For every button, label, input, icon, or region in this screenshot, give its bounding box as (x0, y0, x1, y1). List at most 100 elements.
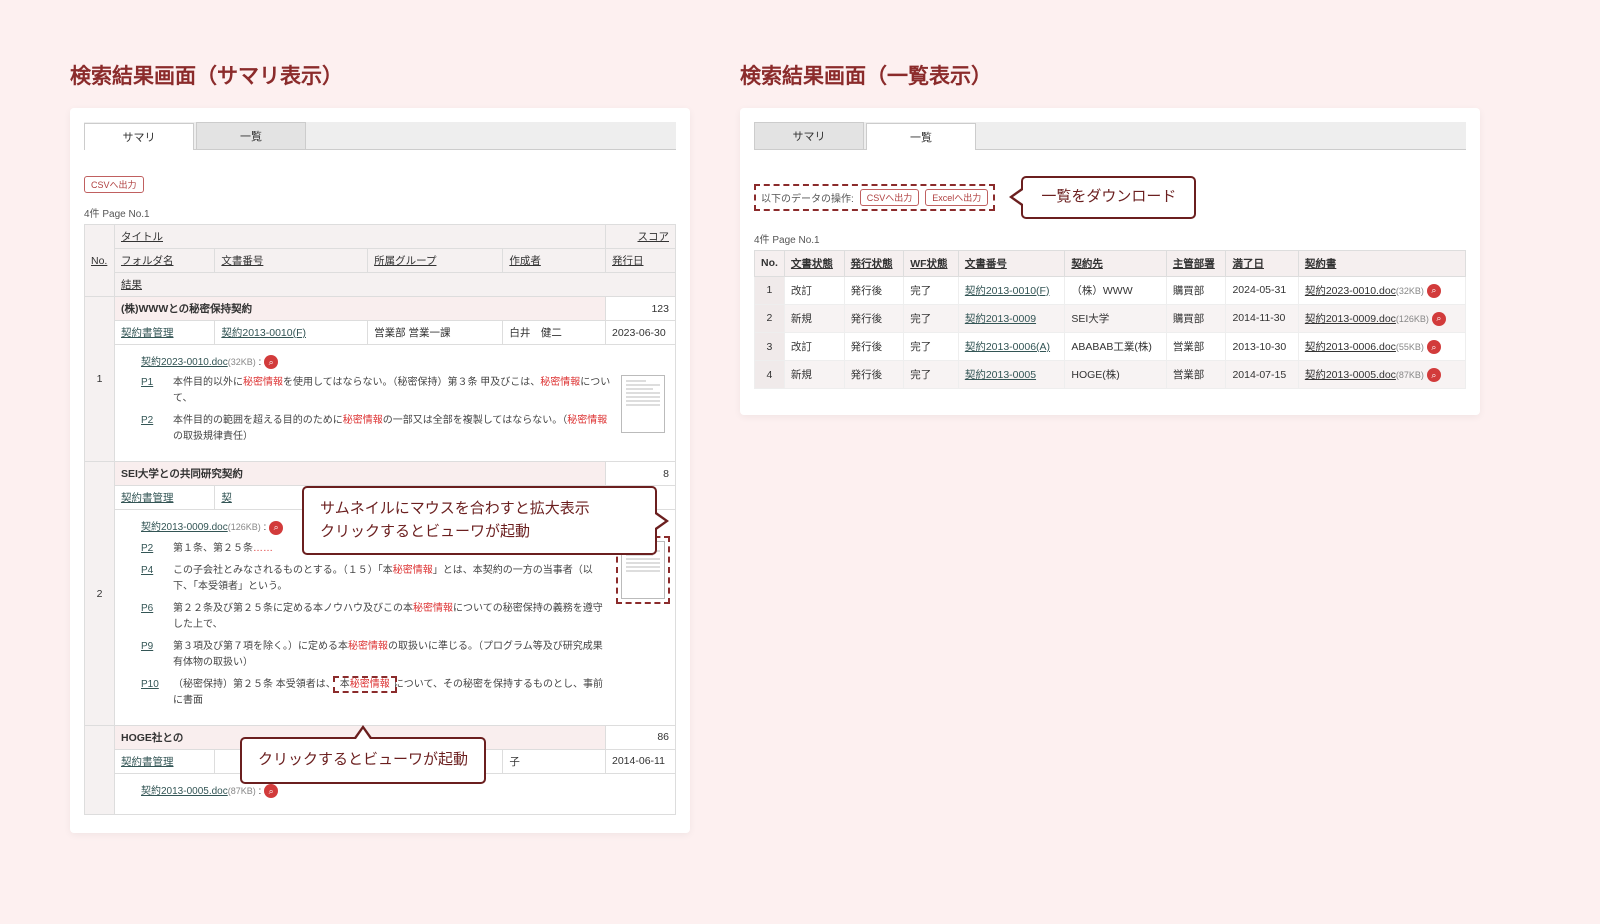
col-issue-status[interactable]: 発行状態 (844, 250, 904, 276)
cell-doc-status: 改訂 (784, 332, 844, 360)
export-toolbar: 以下のデータの操作: CSVへ出力 Excelへ出力 (754, 184, 995, 211)
cell-doc-status: 改訂 (784, 276, 844, 304)
csv-export-button[interactable]: CSVへ出力 (860, 189, 920, 206)
heading-list-view: 検索結果画面（一覧表示） (740, 60, 1480, 90)
snippet-text: 本件目的の範囲を超える目的のために秘密情報の一部又は全部を複製してはならない。（… (173, 413, 611, 445)
tab-summary[interactable]: サマリ (84, 123, 194, 150)
toolbar-prefix: 以下のデータの操作: (761, 190, 854, 205)
file-link[interactable]: 契約2023-0010.doc (141, 357, 228, 368)
cell-docno[interactable]: 契約2013-0010(F) (958, 276, 1065, 304)
col-doc-status[interactable]: 文書状態 (784, 250, 844, 276)
cell-no: 1 (755, 276, 785, 304)
page-link[interactable]: P2 (141, 541, 163, 557)
col-group[interactable]: 所属グループ (368, 249, 503, 273)
col-result: 結果 (115, 273, 676, 297)
cell-wf-status: 完了 (904, 361, 959, 389)
snippet: P1 本件目的以外に秘密情報を使用してはならない。（秘密保持）第３条 甲及びこは、… (141, 375, 611, 407)
col-contract-doc[interactable]: 契約書 (1298, 250, 1465, 276)
magnifier-icon[interactable]: ⌕ (264, 784, 278, 798)
magnifier-icon[interactable]: ⌕ (264, 355, 278, 369)
magnifier-icon[interactable]: ⌕ (1427, 340, 1441, 354)
cell-due: 2014-07-15 (1226, 361, 1298, 389)
col-dept[interactable]: 主管部署 (1166, 250, 1226, 276)
col-creator[interactable]: 作成者 (503, 249, 606, 273)
col-docno[interactable]: 文書番号 (215, 249, 368, 273)
col-partner[interactable]: 契約先 (1065, 250, 1166, 276)
snippet: P2 本件目的の範囲を超える目的のために秘密情報の一部又は全部を複製してはならない… (141, 413, 611, 445)
file-link[interactable]: 契約2013-0005.doc (141, 786, 228, 797)
cell-docno[interactable]: 契約2013-0006(A) (958, 332, 1065, 360)
page-link[interactable]: P2 (141, 413, 163, 445)
table-row: 2新規発行後完了契約2013-0009SEI大学購買部2014-11-30契約2… (755, 304, 1466, 332)
page-link[interactable]: P4 (141, 563, 163, 595)
table-row: 3改訂発行後完了契約2013-0006(A)ABABAB工業(株)営業部2013… (755, 332, 1466, 360)
magnifier-icon[interactable]: ⌕ (1427, 368, 1441, 382)
tab-summary[interactable]: サマリ (754, 122, 864, 149)
list-table: No. 文書状態 発行状態 WF状態 文書番号 契約先 主管部署 満了日 契約書… (754, 250, 1466, 390)
tab-list[interactable]: 一覧 (196, 122, 306, 149)
cell-due: 2024-05-31 (1226, 276, 1298, 304)
snippet-text: 本件目的以外に秘密情報を使用してはならない。（秘密保持）第３条 甲及びこは、秘密… (173, 375, 611, 407)
table-row: 1改訂発行後完了契約2013-0010(F)（株）WWW購買部2024-05-3… (755, 276, 1466, 304)
row-no: 1 (85, 297, 115, 462)
page-link[interactable]: P1 (141, 375, 163, 407)
page-link[interactable]: P10 (141, 677, 163, 709)
col-folder[interactable]: フォルダ名 (115, 249, 215, 273)
row-title: SEI大学との共同研究契約 (115, 462, 606, 486)
snippet-text: この子会社とみなされるものとする。（１５）「本秘密情報」とは、本契約の一方の当事… (173, 563, 611, 595)
snippet: P9第３項及び第７項を除く。）に定める本秘密情報の取扱いに準じる。（プログラム等… (141, 639, 611, 671)
magnifier-icon[interactable]: ⌕ (1427, 284, 1441, 298)
col-docno[interactable]: 文書番号 (958, 250, 1065, 276)
cell-due: 2013-10-30 (1226, 332, 1298, 360)
cell-docno[interactable]: 契約2013-0005 (958, 361, 1065, 389)
cell-doc[interactable]: 契約2013-0009.doc(126KB) ⌕ (1298, 304, 1465, 332)
page-link[interactable]: P9 (141, 639, 163, 671)
page-link[interactable]: P6 (141, 601, 163, 633)
tab-list[interactable]: 一覧 (866, 123, 976, 150)
cell-doc[interactable]: 契約2023-0010.doc(32KB) ⌕ (1298, 276, 1465, 304)
snippet: P4 この子会社とみなされるものとする。（１５）「本秘密情報」とは、本契約の一方の… (141, 563, 611, 595)
snippet-text: 第１条、第２５条…… (173, 541, 273, 557)
cell-wf-status: 完了 (904, 332, 959, 360)
cell-folder[interactable]: 契約書管理 (115, 321, 215, 345)
excel-export-button[interactable]: Excelへ出力 (925, 189, 988, 206)
cell-dept: 購買部 (1166, 276, 1226, 304)
cell-partner: HOGE(株) (1065, 361, 1166, 389)
cell-issue-status: 発行後 (844, 361, 904, 389)
cell-docno[interactable]: 契約2013-0010(F) (215, 321, 368, 345)
cell-folder[interactable]: 契約書管理 (115, 749, 215, 773)
cell-dept: 営業部 (1166, 361, 1226, 389)
snippet: P10（秘密保持）第２５条 本受領者は、本秘密情報について、その秘密を保持するも… (141, 677, 611, 709)
cell-wf-status: 完了 (904, 304, 959, 332)
cell-no: 2 (755, 304, 785, 332)
cell-no: 3 (755, 332, 785, 360)
cell-folder[interactable]: 契約書管理 (115, 486, 215, 510)
cell-issue-status: 発行後 (844, 304, 904, 332)
snippet: P6第２２条及び第２５条に定める本ノウハウ及びこの本秘密情報についての秘密保持の… (141, 601, 611, 633)
col-title[interactable]: タイトル (115, 225, 606, 249)
thumbnail[interactable] (621, 375, 665, 433)
col-due[interactable]: 満了日 (1226, 250, 1298, 276)
callout-thumbnail-hint: サムネイルにマウスを合わすと拡大表示クリックするとビューワが起動 (302, 486, 657, 555)
cell-doc[interactable]: 契約2013-0005.doc(87KB) ⌕ (1298, 361, 1465, 389)
cell-partner: SEI大学 (1065, 304, 1166, 332)
tabs: サマリ 一覧 (84, 122, 676, 150)
cell-doc-status: 新規 (784, 361, 844, 389)
csv-export-button[interactable]: CSVへ出力 (84, 176, 144, 193)
col-wf-status[interactable]: WF状態 (904, 250, 959, 276)
page-info: 4件 Page No.1 (84, 205, 676, 220)
col-no: No. (755, 250, 785, 276)
magnifier-icon[interactable]: ⌕ (1432, 312, 1446, 326)
cell-wf-status: 完了 (904, 276, 959, 304)
cell-result: 契約2023-0010.doc(32KB) : ⌕P1本件目的以外に秘密情報を使… (115, 345, 676, 462)
col-score[interactable]: スコア (606, 225, 676, 249)
row-score: 123 (606, 297, 676, 321)
cell-creator: 子 (503, 749, 606, 773)
file-link[interactable]: 契約2013-0009.doc (141, 522, 228, 533)
cell-doc[interactable]: 契約2013-0006.doc(55KB) ⌕ (1298, 332, 1465, 360)
col-issuedate[interactable]: 発行日 (606, 249, 676, 273)
magnifier-icon[interactable]: ⌕ (269, 521, 283, 535)
cell-docno[interactable]: 契約2013-0009 (958, 304, 1065, 332)
panel-summary: サマリ 一覧 CSVへ出力 4件 Page No.1 No. タイトル スコア … (70, 108, 690, 833)
cell-partner: ABABAB工業(株) (1065, 332, 1166, 360)
